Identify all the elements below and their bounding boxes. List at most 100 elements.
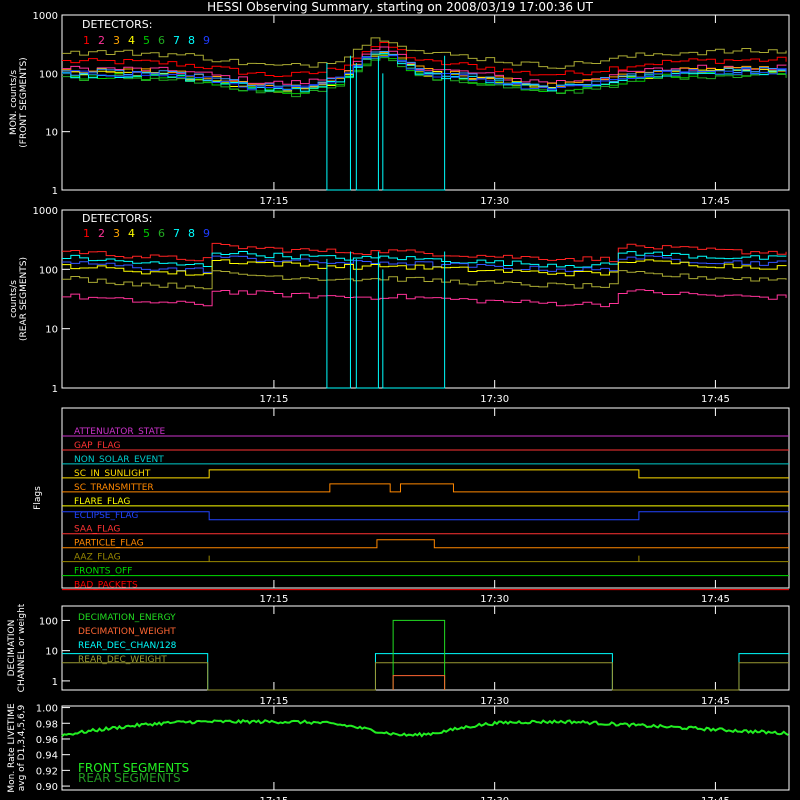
legend-number: 8 [188,227,195,240]
y-axis-label: CHANNEL or weight [17,603,27,692]
legend-number: 6 [158,34,165,47]
flag-label: FLARE_FLAG [74,497,130,507]
flag-label: PARTICLE_FLAG [74,539,144,549]
y-tick-label: 0.94 [36,751,58,762]
y-axis-label: counts/s [9,280,19,318]
dropout-line [326,55,351,191]
legend-number: 8 [188,34,195,47]
x-tick-label: 17:45 [701,796,730,800]
y-tick-label: 1 [52,186,58,197]
series-line-rear [62,250,787,268]
x-tick-label: 17:45 [701,594,730,605]
legend-number: 9 [203,227,210,240]
y-tick-label: 1000 [33,206,58,217]
legend-number: 3 [113,227,120,240]
legend-entry: REAR_DEC_WEIGHT [78,655,167,665]
legend-number: 5 [143,227,150,240]
x-tick-label: 17:30 [480,696,509,707]
legend-number: 2 [98,227,105,240]
x-tick-label: 17:15 [260,796,289,800]
x-tick-label: 17:15 [260,696,289,707]
series-line-rear [62,270,787,290]
y-tick-label: 1000 [33,11,58,22]
y-tick-label: 10 [45,325,58,336]
x-tick-label: 17:45 [701,196,730,207]
series-line-front [62,42,787,77]
flag-line [62,511,789,521]
panel-frame-3 [61,407,790,589]
y-tick-label: 0.96 [36,735,58,746]
x-tick-label: 17:30 [480,594,509,605]
legend-entry: FRONT SEGMENTS [78,761,189,775]
x-tick-label: 17:45 [701,696,730,707]
y-tick-label: 10 [45,128,58,139]
y-axis-label: (REAR SEGMENTS) [19,257,29,341]
y-tick-label: 1.00 [36,704,58,715]
legend-title: DETECTORS: [82,212,152,225]
flag-label: GAP_FLAG [74,441,120,451]
y-tick-label: 100 [39,69,58,80]
x-tick-label: 17:15 [260,594,289,605]
dropout-line [355,55,379,191]
panel-frame-5 [61,705,790,791]
x-tick-label: 17:30 [480,796,509,800]
y-axis-label: DECIMATION [7,620,17,677]
y-tick-label: 0.98 [36,719,58,730]
y-tick-label: 0.92 [36,766,58,777]
series-line-rear [62,289,787,308]
y-tick-label: 1 [52,384,58,395]
series-line-front [62,37,787,69]
decimation-energy-line [392,619,446,690]
x-tick-label: 17:15 [260,394,289,405]
rear-dec-weight-line [62,662,789,691]
dropout-line [382,251,446,389]
y-tick-label: 0.90 [36,782,58,793]
flag-label: ECLIPSE_FLAG [74,511,138,521]
series-line-rear [62,242,787,263]
panel-frame-1 [61,14,790,191]
y-axis-label: (FRONT SEGMENTS) [19,57,29,147]
flag-line [62,555,789,563]
flag-label: SC_TRANSMITTER [74,483,154,493]
legend-entry: REAR_DEC_CHAN/128 [78,641,177,651]
legend-number: 9 [203,34,210,47]
flag-label: SAA_FLAG [74,525,120,535]
legend-number: 6 [158,227,165,240]
x-tick-label: 17:30 [480,196,509,207]
legend-number: 7 [173,227,180,240]
legend-number: 4 [128,34,135,47]
x-tick-label: 17:45 [701,394,730,405]
y-tick-label: 10 [45,647,58,658]
flag-label: NON_SOLAR_EVENT [74,455,164,465]
flag-line [62,469,789,479]
livetime-line [61,718,789,738]
y-tick-label: 100 [39,265,58,276]
y-tick-label: 100 [39,616,58,627]
flag-label: ATTENUATOR_STATE [74,427,166,437]
rear-dec-chan-line [62,653,789,691]
x-tick-label: 17:30 [480,394,509,405]
x-tick-label: 17:15 [260,196,289,207]
legend-number: 2 [98,34,105,47]
flag-label: FRONTS_OFF [74,567,132,577]
flag-label: SC_IN_SUNLIGHT [74,469,151,479]
panel-frame-2 [61,209,790,389]
legend-number: 3 [113,34,120,47]
legend-entry: REAR SEGMENTS [78,771,181,785]
series-line-front [62,55,787,91]
series-line-rear [62,255,787,273]
y-axis-label: Mon. Rate LIVETIME [7,703,17,793]
dropout-line [382,55,446,191]
y-axis-label: avg of D1,3,4,5,6,9 [17,704,27,791]
dropout-line [355,251,379,389]
flag-line [62,539,789,549]
legend-entry: DECIMATION_ENERGY [78,613,176,623]
legend-number: 4 [128,227,135,240]
flag-label: AAZ_FLAG [74,553,121,563]
y-axis-label: Flags [33,486,43,510]
legend-title: DETECTORS: [82,18,152,31]
legend-entry: DECIMATION_WEIGHT [78,627,176,637]
y-axis-label: MON. counts/s [9,70,19,135]
legend-number: 1 [83,34,90,47]
